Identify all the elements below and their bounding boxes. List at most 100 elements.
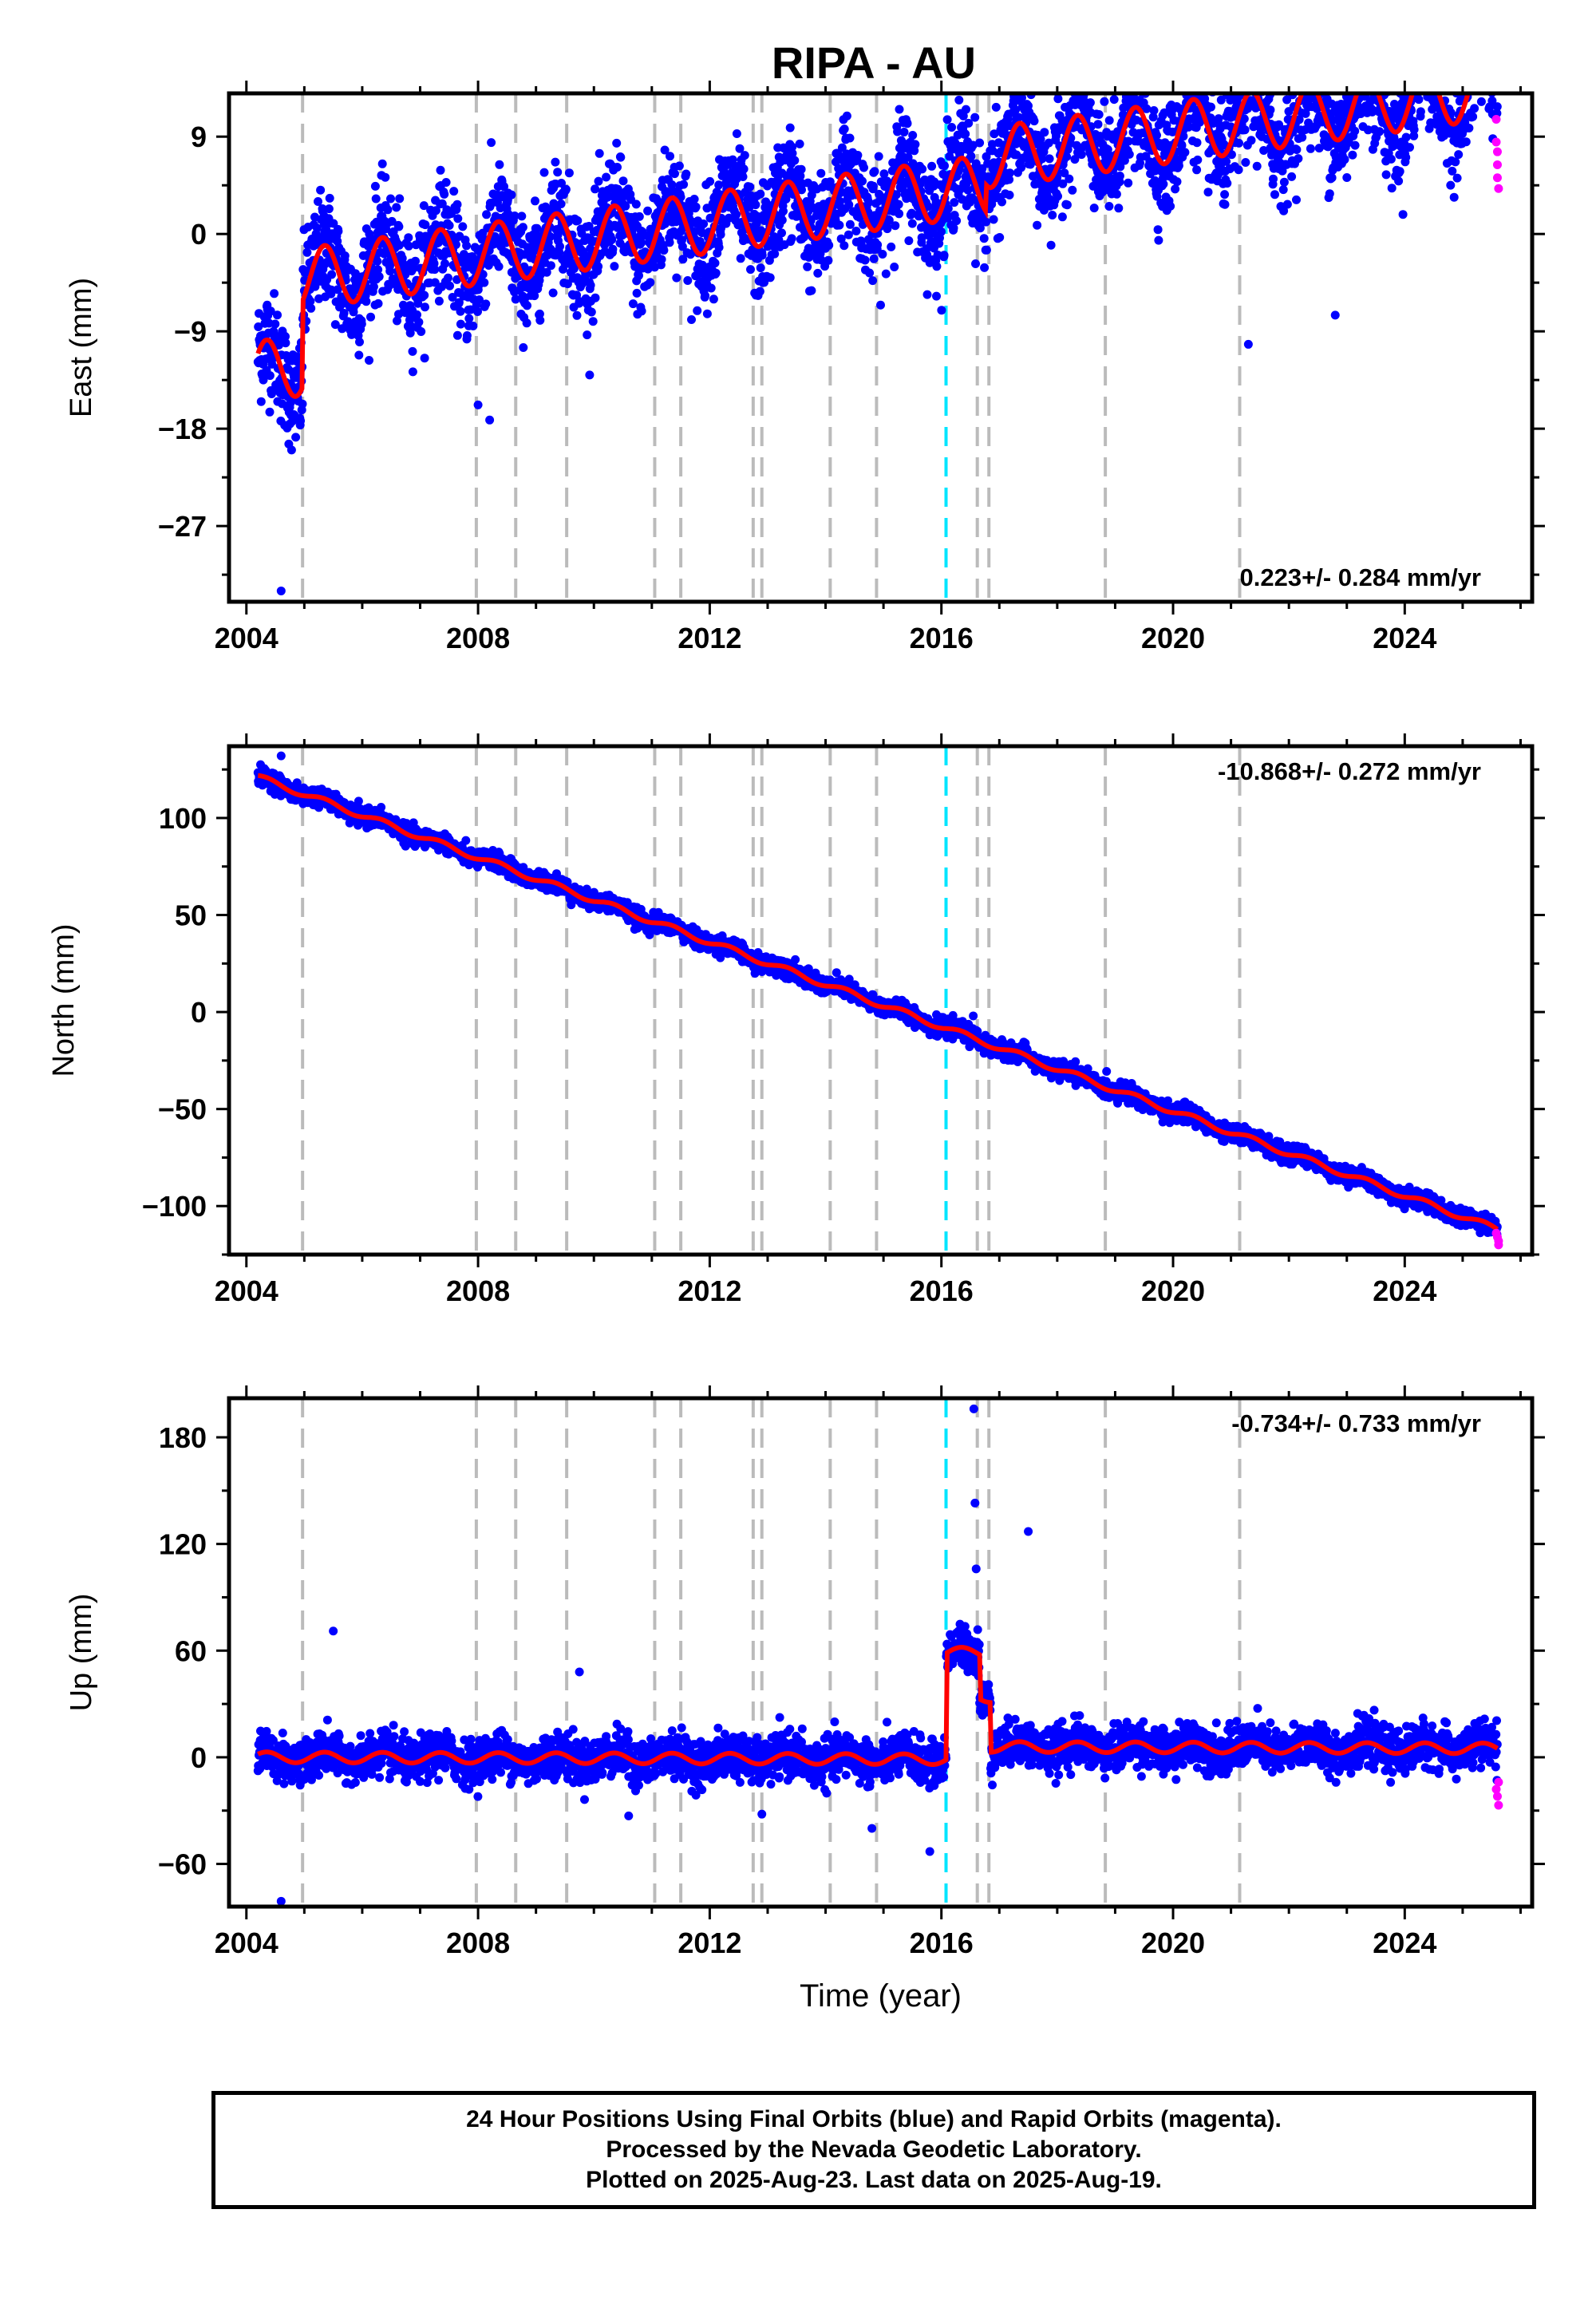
final-orbit-point	[1429, 56, 1438, 65]
final-orbit-point	[1451, 157, 1460, 167]
final-orbit-point	[1486, 68, 1495, 77]
final-orbit-point	[1474, 77, 1483, 85]
final-orbit-point	[1310, 52, 1319, 61]
final-orbit-point	[709, 294, 718, 304]
final-orbit-point	[610, 262, 619, 271]
final-orbit-point	[371, 194, 381, 204]
final-orbit-point	[1192, 138, 1202, 148]
final-orbit-point	[556, 200, 566, 208]
final-orbit-point	[853, 151, 863, 160]
final-orbit-point	[1192, 165, 1202, 175]
final-orbit-point	[312, 223, 322, 233]
final-orbit-point	[1154, 235, 1163, 245]
final-orbit-point	[1466, 38, 1475, 47]
final-orbit-point	[366, 312, 375, 322]
final-orbit-point	[1459, 62, 1468, 71]
final-orbit-point	[1067, 56, 1076, 65]
rapid-orbit-point	[1491, 137, 1501, 147]
final-orbit-point	[1070, 155, 1080, 164]
final-orbit-point	[865, 268, 875, 278]
final-orbit-point	[1469, 62, 1478, 71]
final-orbit-point	[1468, 37, 1476, 45]
final-orbit-point	[1246, 50, 1255, 59]
final-orbit-point	[510, 211, 519, 220]
final-orbit-point	[1269, 174, 1278, 184]
final-orbit-point	[1491, 54, 1499, 63]
final-orbit-point	[1304, 118, 1314, 128]
final-orbit-point	[1011, 105, 1021, 115]
final-orbit-point	[874, 152, 883, 161]
final-orbit-point	[903, 152, 913, 162]
final-orbit-point	[1408, 73, 1416, 81]
final-orbit-point	[1247, 75, 1256, 84]
final-orbit-point	[1017, 163, 1026, 172]
final-orbit-point	[417, 327, 426, 336]
final-orbit-point	[1360, 71, 1369, 80]
final-orbit-point	[714, 243, 724, 252]
final-orbit-point	[1443, 65, 1452, 74]
final-orbit-point	[487, 138, 496, 148]
final-orbit-point	[1369, 68, 1377, 77]
final-orbit-point	[1287, 172, 1297, 181]
final-orbit-point	[1476, 16, 1484, 25]
final-orbit-point	[314, 197, 322, 206]
final-orbit-point	[370, 181, 380, 191]
final-orbit-point	[441, 178, 451, 187]
final-orbit-point	[1124, 178, 1133, 188]
final-orbit-point	[548, 288, 558, 298]
final-orbit-point	[1377, 77, 1385, 85]
final-orbit-point	[1474, 35, 1483, 44]
final-orbit-point	[1411, 77, 1420, 86]
final-orbit-point	[1373, 61, 1382, 69]
final-orbit-point	[591, 293, 600, 302]
final-orbit-point	[1342, 173, 1352, 182]
final-orbit-point	[785, 123, 795, 132]
final-orbit-point	[1293, 65, 1302, 74]
final-orbit-point	[1316, 39, 1325, 48]
final-orbit-point	[1427, 73, 1436, 81]
final-orbit-point	[517, 211, 527, 221]
final-orbit-point	[706, 283, 716, 293]
final-orbit-point	[1424, 44, 1432, 53]
final-orbit-point	[1017, 93, 1026, 102]
final-orbit-point	[1487, 65, 1495, 73]
final-orbit-point	[881, 269, 891, 279]
final-orbit-point	[1356, 78, 1365, 87]
final-orbit-point	[1216, 95, 1226, 105]
final-orbit-point	[1060, 168, 1069, 178]
final-orbit-point	[1420, 79, 1428, 88]
final-orbit-point	[1355, 65, 1364, 73]
final-orbit-point	[1279, 206, 1289, 215]
final-orbit-point	[1391, 79, 1400, 88]
final-orbit-point	[553, 168, 563, 177]
final-orbit-point	[473, 400, 483, 409]
final-orbit-point	[1418, 53, 1427, 61]
final-orbit-point	[705, 176, 715, 186]
final-orbit-point	[1223, 179, 1232, 188]
final-orbit-point	[634, 271, 643, 280]
final-orbit-point	[1181, 65, 1190, 73]
final-orbit-point	[1199, 83, 1208, 92]
final-orbit-point	[542, 267, 551, 277]
final-orbit-point	[585, 370, 595, 380]
final-orbit-point	[1246, 61, 1254, 69]
final-orbit-point	[1472, 46, 1480, 55]
final-orbit-point	[1077, 150, 1086, 160]
final-orbit-point	[1401, 152, 1411, 162]
final-orbit-point	[1245, 64, 1254, 73]
final-orbit-point	[458, 222, 468, 231]
final-orbit-point	[1196, 69, 1205, 77]
final-orbit-point	[324, 204, 334, 214]
final-orbit-point	[860, 255, 870, 265]
final-orbit-point	[732, 210, 741, 219]
final-orbit-point	[271, 319, 280, 329]
final-orbit-point	[1358, 81, 1367, 89]
final-orbit-point	[932, 291, 941, 301]
final-orbit-point	[408, 346, 417, 356]
final-orbit-point	[989, 215, 998, 224]
final-orbit-point	[1301, 48, 1310, 57]
final-orbit-point	[1125, 41, 1134, 50]
final-orbit-point	[1179, 74, 1187, 83]
final-orbit-point	[369, 282, 378, 291]
